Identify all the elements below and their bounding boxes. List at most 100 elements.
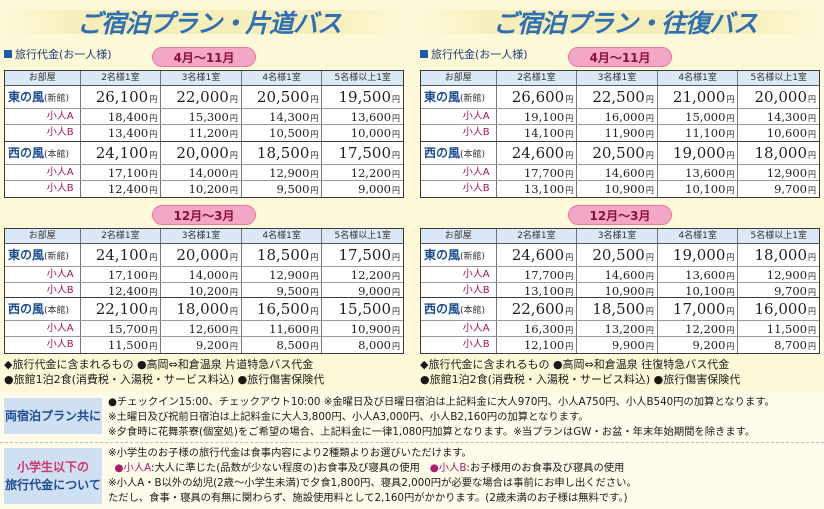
fee-label: 旅行代金(お一人様) <box>420 46 528 62</box>
price-cell: 16,000円 <box>738 298 819 320</box>
price-table: 西の風(本館) 22,600円 18,500円 17,000円 16,000円 小人A 16… <box>420 297 820 354</box>
price-cell: 10,900円 <box>577 181 658 197</box>
yen-unit: 円 <box>229 186 238 195</box>
price-value: 15,000 <box>685 110 726 124</box>
children-label-line: 小学生以下の <box>16 460 89 474</box>
price-value: 12,400 <box>107 182 149 196</box>
square-bullet-icon <box>4 50 12 58</box>
price-cell: 9,500円 <box>242 181 323 197</box>
common-note-line: ●チェックイン15:00、チェックアウト10:00 ※金曜日及び日曜日宿泊は上記… <box>108 396 775 408</box>
column-header: 5名様以上1室 <box>750 73 807 83</box>
child-category: 小人B <box>421 181 497 197</box>
yen-unit: 円 <box>726 186 735 195</box>
price-value: 20,000 <box>176 144 229 162</box>
table-header: お部屋 2名様1室 3名様1室 4名様1室 5名様以上1室 <box>421 71 819 86</box>
yen-unit: 円 <box>808 307 816 316</box>
yen-unit: 円 <box>392 95 400 104</box>
yen-unit: 円 <box>808 288 817 297</box>
price-cell: 10,200円 <box>161 181 242 197</box>
price-cell: 26,100円 <box>81 86 162 108</box>
price-value: 20,500 <box>256 88 310 106</box>
yen-unit: 円 <box>565 130 574 139</box>
room-name-text: 西の風 <box>8 302 45 316</box>
room-building: (本館) <box>44 306 70 316</box>
price-cell: 11,100円 <box>658 125 739 141</box>
yen-unit: 円 <box>310 307 319 316</box>
yen-unit: 円 <box>565 307 574 316</box>
price-table: お部屋 2名様1室 3名様1室 4名様1室 5名様以上1室 東の風(新館) 26,100円 2… <box>4 70 404 142</box>
price-cell: 12,200円 <box>658 321 739 336</box>
children-note-line: ※小人A・B以外の幼児(2歳〜小学生未満)で夕食1,800円、寝具2,000円が… <box>108 477 637 489</box>
price-cell: 8,000円 <box>322 337 403 353</box>
price-value: 14,100 <box>523 126 565 140</box>
price-value: 9,200 <box>692 338 726 352</box>
yen-unit: 円 <box>149 342 158 351</box>
square-bullet-icon <box>420 50 428 58</box>
child-category: 小人B <box>5 283 81 299</box>
price-cell: 19,000円 <box>658 244 739 266</box>
price-value: 17,100 <box>107 268 149 282</box>
price-cell: 12,900円 <box>242 267 323 282</box>
common-notes-label: 両宿泊プラン共に <box>4 398 102 434</box>
price-cell: 18,500円 <box>242 244 323 266</box>
yen-unit: 円 <box>565 170 574 179</box>
price-cell: 18,000円 <box>161 298 242 320</box>
table-header: お部屋 2名様1室 3名様1室 4名様1室 5名様以上1室 <box>5 71 403 86</box>
yen-unit: 円 <box>392 186 401 195</box>
child-category: 小人B <box>5 337 81 353</box>
price-cell: 19,100円 <box>497 109 578 124</box>
price-cell: 13,600円 <box>658 165 739 180</box>
price-cell: 14,300円 <box>242 109 323 124</box>
yen-unit: 円 <box>645 186 654 195</box>
price-value: 22,100 <box>95 300 149 318</box>
price-value: 14,600 <box>604 166 645 180</box>
price-value: 16,500 <box>256 300 310 318</box>
price-value: 9,700 <box>774 284 808 298</box>
plan-panel: ご宿泊プラン・往復バス 旅行代金(お一人様) 4月〜11月 お部屋 2名様1室 3名様1室… <box>420 0 820 392</box>
price-cell: 14,600円 <box>577 165 658 180</box>
price-cell: 14,000円 <box>161 267 242 282</box>
yen-unit: 円 <box>565 95 574 104</box>
price-cell: 26,600円 <box>497 86 578 108</box>
price-cell: 16,300円 <box>497 321 578 336</box>
price-value: 13,600 <box>350 110 392 124</box>
table-row-child: 小人B 11,500円 9,200円 8,500円 8,000円 <box>5 337 403 353</box>
price-value: 10,200 <box>188 182 229 196</box>
table-row-child: 小人B 13,400円 11,200円 10,500円 10,000円 <box>5 125 403 141</box>
price-value: 26,100 <box>95 88 149 106</box>
price-value: 13,600 <box>685 268 726 282</box>
price-value: 13,400 <box>107 126 149 140</box>
yen-unit: 円 <box>229 342 238 351</box>
price-value: 14,300 <box>269 110 310 124</box>
yen-unit: 円 <box>310 130 319 139</box>
price-value: 11,900 <box>604 126 645 140</box>
yen-unit: 円 <box>392 170 401 179</box>
yen-unit: 円 <box>149 307 158 316</box>
price-value: 10,900 <box>350 322 392 336</box>
price-cell: 10,500円 <box>242 125 323 141</box>
yen-unit: 円 <box>310 288 319 297</box>
price-cell: 18,000円 <box>738 244 819 266</box>
yen-unit: 円 <box>310 95 319 104</box>
price-cell: 13,400円 <box>81 125 162 141</box>
room-name-text: 西の風 <box>424 302 461 316</box>
panel-title: ご宿泊プラン・片道バス <box>76 9 342 38</box>
season-badge: 4月〜11月 <box>568 47 672 67</box>
price-cell: 17,700円 <box>497 267 578 282</box>
price-value: 8,500 <box>276 338 310 352</box>
column-header: 3名様1室 <box>161 229 242 243</box>
yen-unit: 円 <box>726 114 735 123</box>
price-value: 19,500 <box>338 88 392 106</box>
price-cell: 11,900円 <box>577 125 658 141</box>
price-cell: 20,000円 <box>161 244 242 266</box>
price-value: 17,000 <box>672 300 726 318</box>
yen-unit: 円 <box>149 186 158 195</box>
yen-unit: 円 <box>808 342 817 351</box>
column-header: 4名様1室 <box>658 71 739 85</box>
price-table: 西の風(本館) 24,600円 20,500円 19,000円 18,000円 小人A 17… <box>420 141 820 198</box>
room-name: 東の風(新館) <box>421 86 497 108</box>
price-cell: 11,600円 <box>242 321 323 336</box>
price-value: 14,600 <box>604 268 645 282</box>
child-category: 小人A <box>421 321 497 336</box>
price-value: 20,500 <box>592 246 645 264</box>
